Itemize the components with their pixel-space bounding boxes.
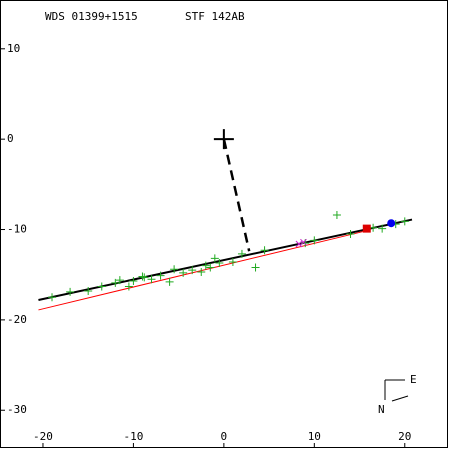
point xyxy=(156,271,165,280)
point xyxy=(362,224,371,233)
x-tick-label: 0 xyxy=(221,430,228,443)
point xyxy=(260,246,269,255)
y-tick-label: -30 xyxy=(7,403,27,416)
point xyxy=(400,217,409,226)
point xyxy=(206,263,215,272)
y-tick-label: -20 xyxy=(7,313,27,326)
point xyxy=(170,265,179,274)
point xyxy=(147,275,156,284)
point xyxy=(295,240,303,248)
point xyxy=(201,261,210,270)
point xyxy=(165,277,174,286)
point xyxy=(124,282,133,291)
chart-subtitle: STF 142AB xyxy=(185,10,245,23)
point xyxy=(251,263,260,272)
point xyxy=(129,277,138,286)
chart-title: WDS 01399+1515 xyxy=(45,10,138,23)
point xyxy=(66,287,75,296)
y-tick-label: 0 xyxy=(7,132,14,145)
x-tick-label: -20 xyxy=(33,430,53,443)
point xyxy=(84,286,93,295)
point xyxy=(179,268,188,277)
compass-north: N xyxy=(378,403,385,416)
point xyxy=(111,278,120,287)
point xyxy=(300,238,307,246)
point xyxy=(346,230,355,239)
point xyxy=(188,266,197,275)
fit-line xyxy=(38,218,413,301)
point xyxy=(140,273,149,282)
point xyxy=(97,282,106,291)
y-tick-label: -10 xyxy=(7,223,27,236)
x-tick-label: 10 xyxy=(308,430,321,443)
point xyxy=(213,129,234,150)
point xyxy=(197,267,206,276)
point xyxy=(215,258,224,267)
compass-arrow xyxy=(391,395,409,402)
compass-east: E xyxy=(410,373,417,386)
point xyxy=(378,224,387,233)
point xyxy=(237,249,246,258)
point xyxy=(310,236,319,245)
point xyxy=(115,276,124,285)
point xyxy=(332,211,341,220)
fit-line xyxy=(222,138,251,252)
y-tick-label: 10 xyxy=(7,42,20,55)
point xyxy=(387,219,396,228)
point xyxy=(228,258,237,267)
x-tick-label: -10 xyxy=(123,430,143,443)
compass: E N xyxy=(378,373,417,416)
point xyxy=(138,272,147,281)
point xyxy=(210,254,219,263)
x-tick-label: 20 xyxy=(398,430,411,443)
point xyxy=(48,293,57,302)
